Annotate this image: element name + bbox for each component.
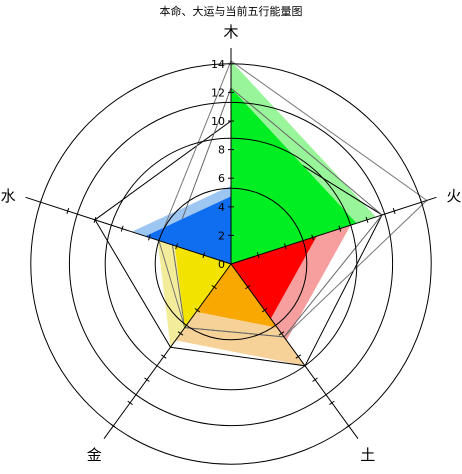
- tick-label-3: 6: [218, 172, 225, 185]
- tick-mark-2-7: [345, 423, 352, 429]
- axis-labels: 木火土 金 水: [1, 23, 462, 464]
- spoke-1: [230, 196, 437, 265]
- tick-marks: [39, 63, 423, 429]
- spoke-2: [230, 263, 359, 439]
- tick-mark-1-6: [392, 207, 396, 214]
- tick-mark-3-1: [211, 284, 217, 290]
- petal-dark-3: [174, 245, 231, 328]
- series-polygon-2: [171, 87, 383, 338]
- series-polygons: [94, 60, 428, 367]
- tick-label-7: 14: [211, 58, 225, 71]
- tick-mark-3-3: [177, 331, 184, 336]
- tick-mark-4-6: [66, 207, 70, 214]
- petal-dark-4: [145, 196, 231, 264]
- tick-label-2: 4: [218, 201, 225, 214]
- petal-dark-1: [231, 236, 317, 319]
- tick-mark-3-6: [127, 400, 133, 406]
- tick-mark-4-2: [175, 243, 178, 250]
- tick-mark-4-1: [202, 252, 206, 259]
- tick-label-5: 10: [211, 115, 225, 128]
- tick-mark-2-4: [295, 354, 301, 359]
- tick-labels: 0 2 4 6 8 10 12 14: [211, 58, 225, 271]
- petal-dark-2: [196, 264, 278, 328]
- tick-mark-2-1: [245, 284, 251, 290]
- axis-label-4: 水: [1, 187, 16, 205]
- petal-dark-0: [231, 88, 357, 264]
- tick-mark-1-1: [256, 252, 260, 259]
- tick-mark-1-5: [365, 216, 369, 223]
- tick-mark-2-6: [329, 400, 335, 406]
- tick-label-6: 12: [211, 86, 225, 99]
- tick-mark-1-4: [338, 225, 342, 232]
- spoke-4: [25, 196, 232, 265]
- tick-mark-3-7: [110, 423, 117, 429]
- tick-label-4: 8: [218, 144, 225, 157]
- axis-label-0: 木: [223, 23, 238, 41]
- tick-mark-4-3: [148, 234, 151, 241]
- series-polygon-0: [94, 120, 383, 367]
- chart-title: 本命、大运与当前五行能量图: [160, 4, 303, 18]
- spoke-3: [103, 263, 232, 439]
- petal-dark-layer: [145, 88, 357, 328]
- tick-label-0: 0: [218, 258, 225, 271]
- tick-mark-4-5: [93, 216, 97, 223]
- tick-mark-1-3: [311, 234, 314, 241]
- radar-grid: [25, 48, 437, 465]
- tick-mark-3-5: [144, 377, 150, 382]
- tick-mark-4-4: [120, 225, 124, 232]
- axis-label-1: 火: [446, 187, 461, 205]
- tick-mark-2-2: [261, 308, 268, 313]
- tick-mark-3-4: [161, 354, 167, 359]
- tick-mark-3-2: [194, 308, 201, 313]
- axis-label-3: 金: [87, 446, 102, 464]
- axis-label-2: 土: [360, 446, 375, 464]
- tick-mark-2-3: [278, 331, 285, 336]
- tick-mark-1-2: [284, 243, 287, 250]
- tick-mark-2-5: [312, 377, 318, 382]
- tick-mark-1-7: [420, 199, 423, 206]
- tick-mark-4-7: [39, 199, 42, 206]
- tick-label-1: 2: [218, 229, 225, 242]
- petal-light-1: [231, 225, 351, 341]
